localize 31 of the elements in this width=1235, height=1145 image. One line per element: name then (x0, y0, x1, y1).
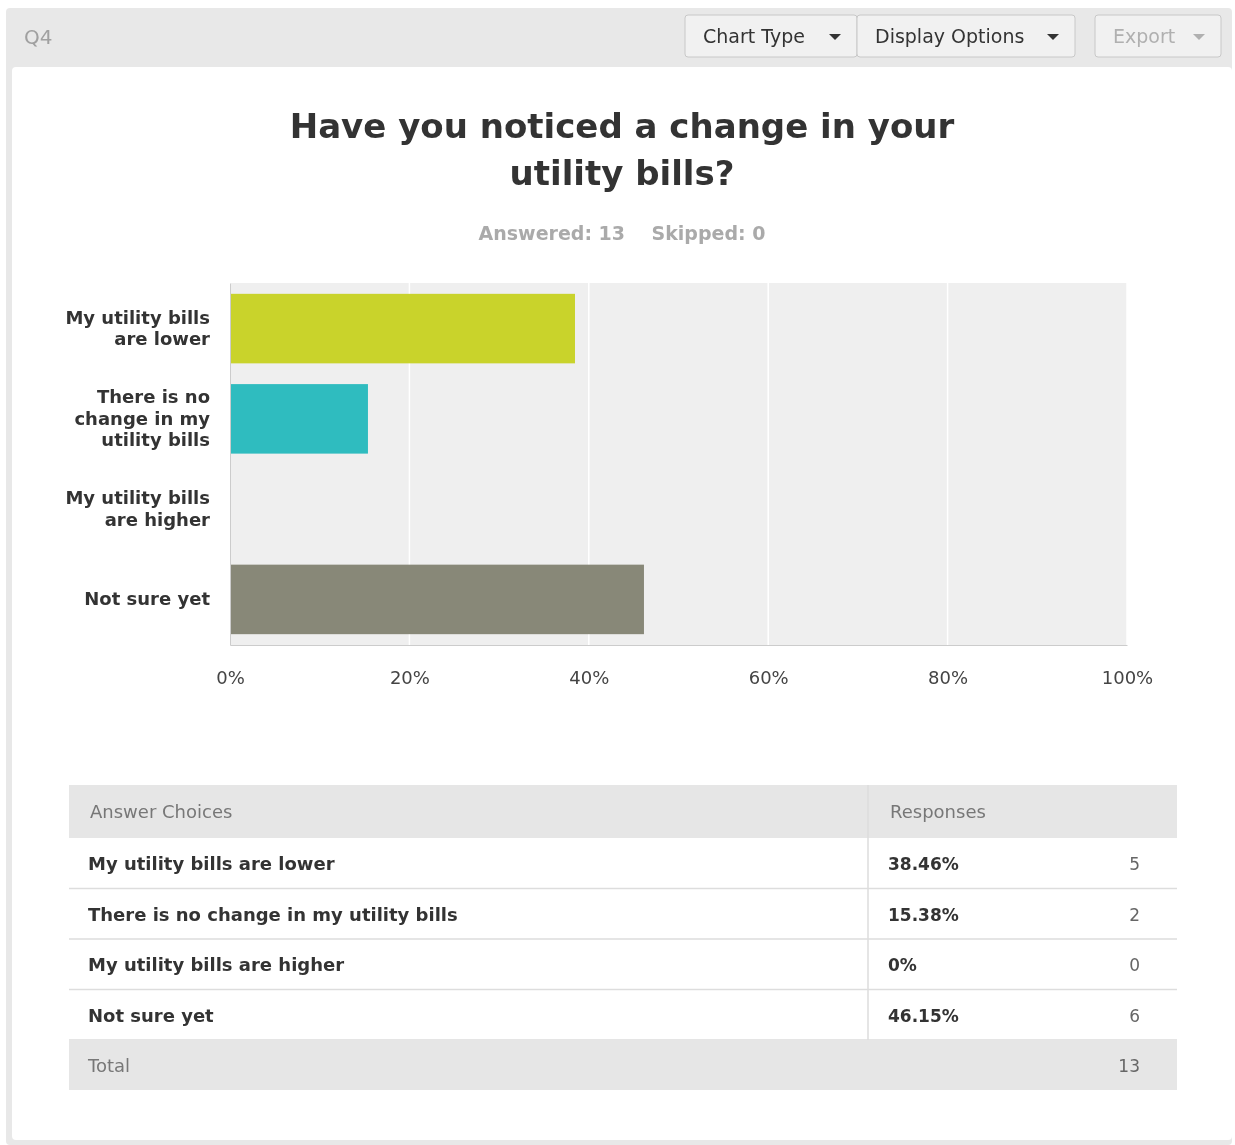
y-tick-label: My utility bills are lower (65, 306, 211, 350)
text: Responses (890, 801, 986, 822)
category-label: There is no change in my utility bills (88, 903, 458, 925)
text: 5 (1129, 854, 1140, 874)
y-tick-label: My utility bills are higher (65, 487, 211, 530)
text: 6 (1129, 1005, 1140, 1026)
text: Q4 (24, 25, 53, 49)
category-label: My utility bills are higher (88, 954, 345, 975)
dropdown-button: Export (1094, 14, 1222, 58)
text: 38.46% (888, 854, 959, 874)
text: 0 (1129, 955, 1140, 975)
x-tick-label: 40% (569, 666, 610, 688)
x-tick-label: 0% (216, 666, 245, 688)
y-tick-label: Not sure yet (84, 588, 211, 610)
text: 46.15% (888, 1005, 959, 1026)
dropdown-button: Chart Type (684, 14, 858, 58)
text: 0% (888, 955, 917, 975)
category-label: My utility bills are lower (88, 853, 335, 874)
chart-subtitle: Answered: 13 Skipped: 0 (478, 222, 766, 244)
text: 15.38% (888, 904, 959, 925)
text: 13 (1118, 1056, 1140, 1076)
x-tick-label: 100% (1101, 666, 1154, 688)
x-tick-label: 80% (928, 666, 969, 688)
x-tick-label: 60% (748, 666, 789, 688)
x-tick-label: 20% (389, 666, 430, 688)
text: 2 (1129, 904, 1140, 925)
text: Total (87, 1055, 131, 1076)
text: Answer Choices (90, 801, 233, 822)
chart-title: Have you noticed a change in your utility bills? (289, 106, 955, 193)
y-tick-label: There is no change in my utility bills (74, 386, 211, 451)
dropdown-button: Display Options (856, 14, 1076, 58)
